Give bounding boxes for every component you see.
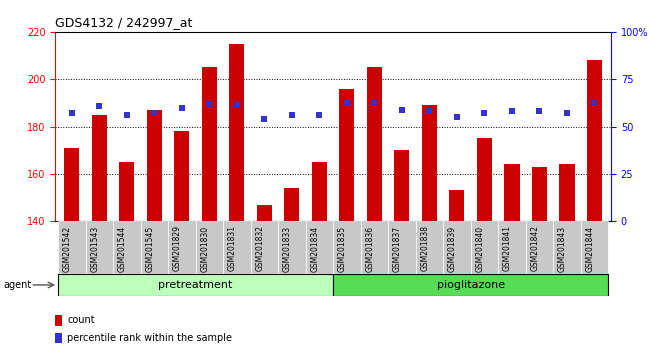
- Bar: [251, 221, 278, 274]
- Point: [94, 103, 105, 109]
- Text: GSM201836: GSM201836: [365, 225, 374, 272]
- Bar: [257, 205, 272, 354]
- Text: pretreatment: pretreatment: [159, 280, 233, 290]
- Point: [534, 109, 545, 114]
- Point: [259, 116, 270, 122]
- Text: GSM201839: GSM201839: [448, 225, 457, 272]
- Text: GSM201832: GSM201832: [255, 225, 265, 272]
- Text: GSM201831: GSM201831: [228, 225, 237, 272]
- Bar: [55, 315, 62, 326]
- Bar: [278, 221, 306, 274]
- Text: GSM201843: GSM201843: [558, 225, 567, 272]
- Bar: [361, 221, 388, 274]
- Bar: [202, 67, 217, 354]
- Bar: [471, 221, 498, 274]
- Bar: [58, 221, 86, 274]
- Text: GSM201842: GSM201842: [530, 225, 540, 272]
- Point: [424, 107, 435, 112]
- Bar: [168, 221, 196, 274]
- Point: [369, 99, 380, 105]
- Bar: [229, 44, 244, 354]
- Point: [396, 107, 407, 112]
- Point: [342, 99, 352, 105]
- Point: [562, 110, 572, 116]
- Text: GSM201838: GSM201838: [421, 225, 430, 272]
- Bar: [55, 333, 62, 343]
- Text: GSM201840: GSM201840: [475, 225, 484, 272]
- Bar: [367, 67, 382, 354]
- Bar: [174, 131, 189, 354]
- Text: GSM201835: GSM201835: [338, 225, 347, 272]
- Point: [287, 112, 297, 118]
- Bar: [553, 221, 580, 274]
- Point: [590, 99, 600, 105]
- Point: [66, 110, 77, 116]
- Bar: [147, 110, 162, 354]
- Text: pioglitazone: pioglitazone: [437, 280, 505, 290]
- Bar: [306, 221, 333, 274]
- Text: agent: agent: [3, 280, 31, 290]
- Text: GSM201829: GSM201829: [173, 225, 182, 272]
- Bar: [64, 148, 79, 354]
- Bar: [526, 221, 553, 274]
- Text: GSM201544: GSM201544: [118, 225, 127, 272]
- Text: GSM201841: GSM201841: [503, 225, 512, 272]
- Bar: [223, 221, 251, 274]
- Point: [507, 109, 517, 114]
- Bar: [443, 221, 471, 274]
- Bar: [395, 150, 410, 354]
- Point: [204, 101, 214, 107]
- Text: GDS4132 / 242997_at: GDS4132 / 242997_at: [55, 16, 192, 29]
- Text: percentile rank within the sample: percentile rank within the sample: [68, 333, 233, 343]
- Point: [314, 112, 324, 118]
- Bar: [504, 164, 519, 354]
- Text: GSM201834: GSM201834: [310, 225, 319, 272]
- Text: GSM201830: GSM201830: [200, 225, 209, 272]
- Point: [149, 110, 159, 116]
- Bar: [312, 162, 327, 354]
- Bar: [140, 221, 168, 274]
- Text: GSM201545: GSM201545: [146, 225, 154, 272]
- Bar: [333, 221, 361, 274]
- Point: [177, 105, 187, 110]
- Bar: [113, 221, 140, 274]
- Text: count: count: [68, 315, 95, 325]
- Text: GSM201833: GSM201833: [283, 225, 292, 272]
- Point: [479, 110, 489, 116]
- Text: GSM201542: GSM201542: [63, 225, 72, 272]
- Bar: [560, 164, 575, 354]
- Bar: [339, 89, 354, 354]
- Bar: [415, 221, 443, 274]
- Bar: [58, 274, 333, 296]
- Bar: [580, 221, 608, 274]
- Text: GSM201543: GSM201543: [90, 225, 99, 272]
- Bar: [284, 188, 300, 354]
- Bar: [422, 105, 437, 354]
- Bar: [92, 115, 107, 354]
- Bar: [477, 138, 492, 354]
- Bar: [196, 221, 223, 274]
- Bar: [498, 221, 526, 274]
- Bar: [388, 221, 415, 274]
- Point: [122, 112, 132, 118]
- Bar: [119, 162, 135, 354]
- Bar: [333, 274, 608, 296]
- Bar: [449, 190, 465, 354]
- Point: [231, 101, 242, 107]
- Point: [452, 114, 462, 120]
- Bar: [587, 60, 602, 354]
- Bar: [532, 167, 547, 354]
- Text: GSM201844: GSM201844: [586, 225, 595, 272]
- Bar: [86, 221, 113, 274]
- Text: GSM201837: GSM201837: [393, 225, 402, 272]
